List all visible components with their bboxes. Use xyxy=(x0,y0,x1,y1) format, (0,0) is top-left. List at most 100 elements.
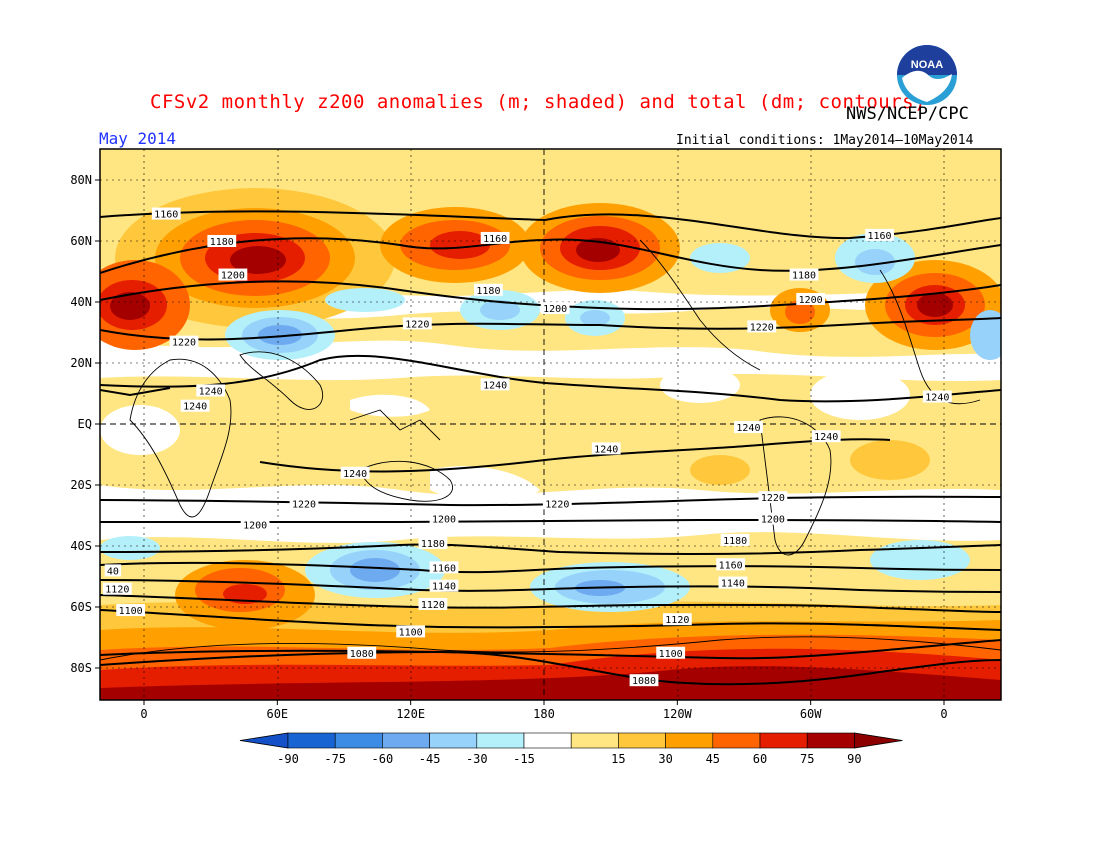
lat-tick-label: 60S xyxy=(70,600,92,614)
noaa-logo: NOAA xyxy=(897,45,957,105)
colorbar-label: -15 xyxy=(513,752,535,766)
contour-label: 1180 xyxy=(210,237,234,248)
contour-label: 1200 xyxy=(221,271,245,282)
contour-label: 1160 xyxy=(719,560,743,571)
contour-label: 1120 xyxy=(105,585,129,596)
lon-tick-label: 60W xyxy=(800,707,822,721)
contour-label: 1240 xyxy=(343,469,367,480)
contour-label-bg xyxy=(629,674,659,687)
contour-label-bg xyxy=(789,268,819,281)
lon-tick-label: 120E xyxy=(396,707,425,721)
contour-label-bg xyxy=(218,268,248,281)
latitude-axis: 80N 60N 40N 20N EQ 20S 40S 60S 80S xyxy=(70,173,100,675)
contour-label: 1160 xyxy=(868,231,892,242)
contour-label: 1080 xyxy=(632,676,656,687)
contour-label-bg xyxy=(758,512,788,525)
contour-label: 1120 xyxy=(665,615,689,626)
agency-label: NWS/NCEP/CPC xyxy=(846,104,969,124)
contour-label: 1160 xyxy=(432,563,456,574)
lat-tick-label: 20S xyxy=(70,478,92,492)
colorbar-label: 90 xyxy=(847,752,861,766)
lat-tick-label: 40N xyxy=(70,295,92,309)
contour-label: 1140 xyxy=(432,582,456,593)
contour-label-bg xyxy=(396,625,426,638)
contour-label: 1240 xyxy=(199,386,223,397)
colorbar-swatch xyxy=(476,732,525,749)
contour-label: 1180 xyxy=(792,271,816,282)
contour-label: 1160 xyxy=(154,210,178,221)
contour-label-bg xyxy=(865,228,894,241)
initial-conditions-label: Initial conditions: 1May2014—10May2014 xyxy=(676,133,974,148)
lat-tick-label: 20N xyxy=(70,356,92,370)
contour-label: 1220 xyxy=(292,499,316,510)
contour-label: 1160 xyxy=(483,234,507,245)
contour-label-bg xyxy=(418,536,448,549)
contour-label: 1220 xyxy=(545,499,569,510)
contour-label-bg xyxy=(340,466,370,479)
contour-label: 1200 xyxy=(761,515,785,526)
month-label: May 2014 xyxy=(99,129,177,148)
colorbar-swatch xyxy=(287,732,336,749)
colorbar-swatch xyxy=(523,732,572,749)
colorbar-label: -60 xyxy=(372,752,394,766)
contour-label: 1100 xyxy=(119,606,143,617)
lon-tick-label: 0 xyxy=(940,707,947,721)
contour-label-bg xyxy=(542,497,572,510)
colorbar-label: -90 xyxy=(277,752,299,766)
contour-label-bg xyxy=(662,613,692,626)
colorbar-label: 75 xyxy=(800,752,814,766)
colorbar-swatch xyxy=(759,732,808,749)
contour-label-bg xyxy=(169,335,199,348)
lat-tick-label: 40S xyxy=(70,539,92,553)
contour-label-bg xyxy=(347,646,377,659)
contour-label-bg xyxy=(116,604,146,617)
contour-label: 1240 xyxy=(594,444,618,455)
contour-label-bg xyxy=(656,646,686,659)
contour-label-bg xyxy=(207,235,237,247)
contour-label-bg xyxy=(196,384,226,397)
lat-tick-label: 60N xyxy=(70,234,92,248)
lat-tick-label: EQ xyxy=(78,417,92,431)
contour-label: 1240 xyxy=(814,432,838,443)
contour-label-bg xyxy=(591,442,621,455)
colorbar: -90 -75 -60 -45 -30 -15 15 30 45 60 75 90 xyxy=(239,732,903,766)
contour-label: 1220 xyxy=(750,322,774,333)
contour-label: 1240 xyxy=(183,402,207,413)
colorbar-label: 30 xyxy=(658,752,672,766)
contour-label-bg xyxy=(747,320,777,333)
colorbar-label: -45 xyxy=(419,752,441,766)
contour-label-bg xyxy=(240,518,270,531)
contour-label: 1200 xyxy=(799,295,823,306)
contour-label: 1120 xyxy=(421,600,445,611)
contour-label-bg xyxy=(796,292,826,305)
contour-label-bg xyxy=(811,430,841,443)
colorbar-label: 60 xyxy=(753,752,767,766)
contour-label: 1240 xyxy=(925,393,949,404)
contour-label-bg xyxy=(289,497,319,510)
colorbar-swatch xyxy=(712,732,761,749)
contour-label-bg xyxy=(418,597,448,610)
lat-tick-label: 80S xyxy=(70,661,92,675)
colorbar-label: -30 xyxy=(466,752,488,766)
contour-label: 1220 xyxy=(405,319,429,330)
contour-label: 40 xyxy=(107,566,119,577)
colorbar-label: 45 xyxy=(706,752,720,766)
contour-label-bg xyxy=(104,564,122,577)
contour-label-bg xyxy=(180,399,210,412)
contour-labels: 1160 1180 1200 1220 1240 1240 1160 1180 1200 1220… xyxy=(102,207,952,687)
contour-label: 1180 xyxy=(476,286,500,297)
colorbar-swatch xyxy=(382,732,430,749)
contour-label: 1220 xyxy=(172,338,196,349)
colorbar-swatch xyxy=(806,732,855,749)
contour-label-bg xyxy=(151,207,181,220)
lon-tick-label: 0 xyxy=(140,707,147,721)
contour-label-bg xyxy=(718,576,748,589)
colorbar-label: -75 xyxy=(324,752,346,766)
contour-label-bg xyxy=(102,582,132,595)
contour-label: 1200 xyxy=(432,515,456,526)
contour-label: 1200 xyxy=(243,521,267,532)
contour-label-bg xyxy=(429,512,459,525)
contour-label-bg xyxy=(540,302,570,315)
colorbar-low-arrow xyxy=(239,732,289,749)
